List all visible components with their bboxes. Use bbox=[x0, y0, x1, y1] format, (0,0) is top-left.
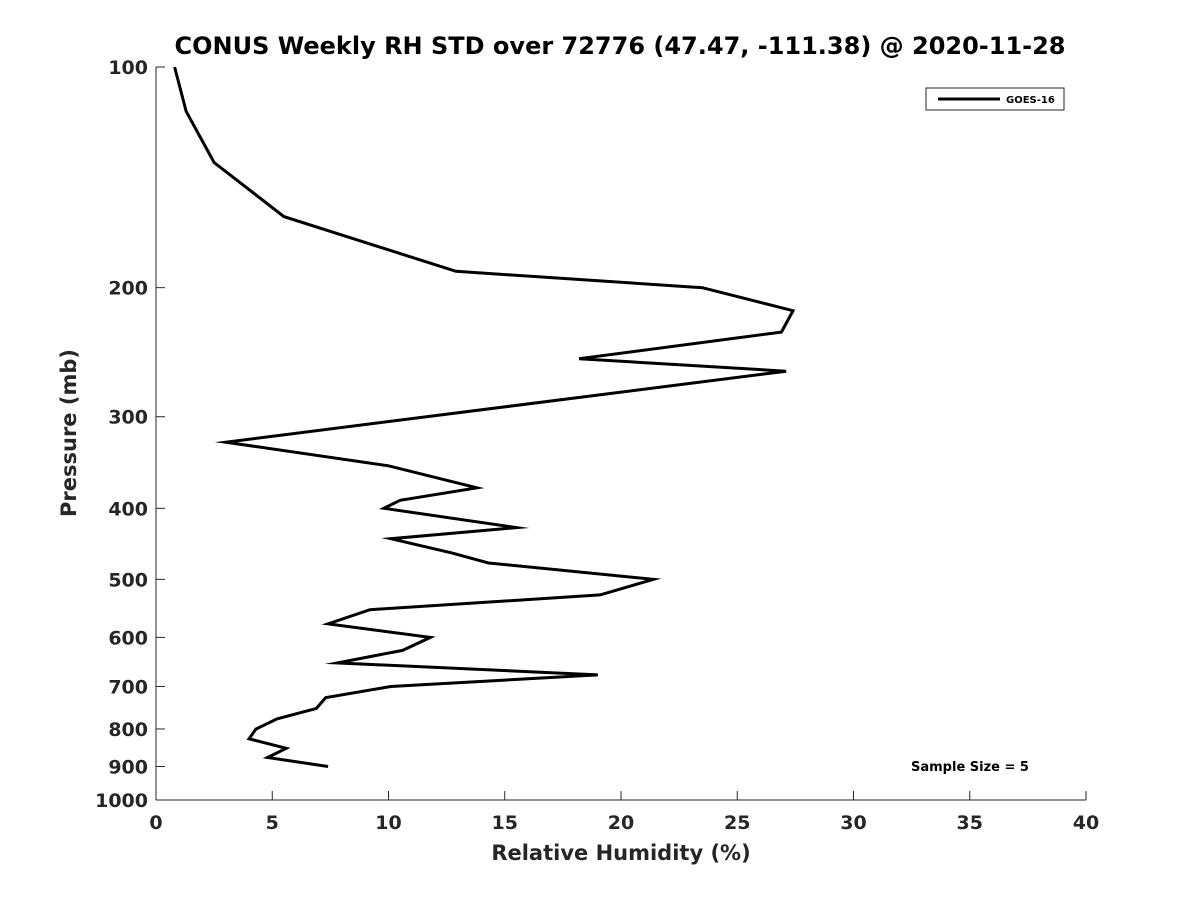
y-axis-ticks: 100 200 300 400 500 600 700 800 900 1000 bbox=[95, 57, 165, 812]
x-axis-label: Relative Humidity (%) bbox=[491, 841, 750, 865]
x-tick-label: 35 bbox=[957, 812, 983, 834]
y-tick-label: 300 bbox=[108, 407, 148, 429]
sample-size-annotation: Sample Size = 5 bbox=[911, 760, 1029, 775]
y-tick-label: 800 bbox=[108, 719, 148, 741]
x-tick-label: 25 bbox=[724, 812, 750, 834]
y-tick-label: 700 bbox=[108, 676, 148, 698]
y-tick-label: 500 bbox=[108, 569, 148, 591]
y-tick-label: 400 bbox=[108, 498, 148, 520]
legend: GOES-16 bbox=[925, 87, 1065, 111]
legend-label-goes-16: GOES-16 bbox=[1006, 95, 1055, 106]
chart-title: CONUS Weekly RH STD over 72776 (47.47, -… bbox=[174, 32, 1065, 60]
y-tick-label: 1000 bbox=[95, 790, 148, 812]
x-tick-label: 40 bbox=[1073, 812, 1099, 834]
x-tick-label: 5 bbox=[266, 812, 279, 834]
x-tick-label: 0 bbox=[149, 812, 162, 834]
y-tick-label: 100 bbox=[108, 57, 148, 79]
y-axis-label: Pressure (mb) bbox=[57, 349, 81, 517]
x-tick-label: 30 bbox=[840, 812, 866, 834]
x-axis-ticks: 0 5 10 15 20 25 30 35 40 bbox=[149, 791, 1099, 834]
series-line-goes-16 bbox=[173, 66, 796, 768]
x-tick-label: 10 bbox=[375, 812, 401, 834]
series-layer bbox=[173, 66, 796, 768]
y-tick-label: 200 bbox=[108, 278, 148, 300]
y-tick-label: 900 bbox=[108, 756, 148, 778]
y-tick-label: 600 bbox=[108, 627, 148, 649]
x-tick-label: 20 bbox=[608, 812, 634, 834]
x-tick-label: 15 bbox=[492, 812, 518, 834]
